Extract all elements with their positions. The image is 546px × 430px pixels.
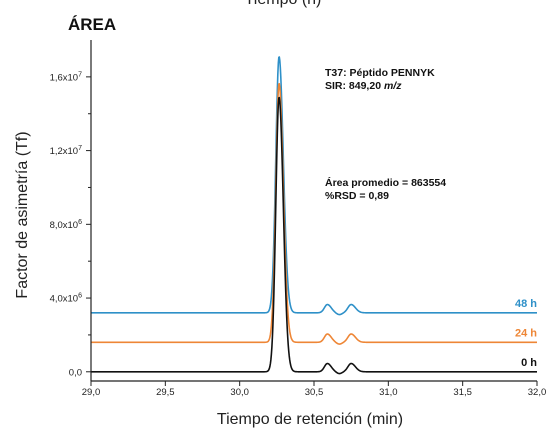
series-label: 48 h xyxy=(515,298,537,310)
y-tick-label: 0,0 xyxy=(69,367,82,378)
y-tick-label: 1,2x107 xyxy=(50,145,83,157)
series-labels: 48 h 24 h 0 h xyxy=(515,298,537,369)
x-tick-label: 31,5 xyxy=(453,387,472,398)
chart-title: ÁREA xyxy=(68,15,116,34)
top-clipped-label: Tiempo (h) xyxy=(245,0,322,8)
series-line xyxy=(90,96,538,375)
x-tick-label: 32,0 xyxy=(528,387,546,398)
y-axis-label: Factor de asimetría (Tf) xyxy=(14,131,31,298)
x-tick-label: 31,0 xyxy=(379,387,398,398)
series-line xyxy=(90,82,538,345)
series-label: 24 h xyxy=(515,327,537,339)
x-tick-label: 29,0 xyxy=(82,387,101,398)
x-ticks: 29,0 29,5 30,0 30,5 31,0 31,5 32,0 xyxy=(82,381,546,398)
y-ticks: 0,0 4,0x106 8,0x106 1,2x107 1,6x107 xyxy=(50,71,91,378)
series-label: 0 h xyxy=(521,357,537,369)
x-tick-label: 30,0 xyxy=(230,387,249,398)
y-tick-label: 1,6x107 xyxy=(50,71,83,83)
peptide-annotation-sir: SIR: 849,20 xyxy=(325,80,384,92)
peptide-annotation-line1: T37: Péptido PENNYK xyxy=(325,67,435,79)
x-axis-label: Tiempo de retención (min) xyxy=(217,411,403,428)
x-tick-label: 30,5 xyxy=(305,387,324,398)
series-layer xyxy=(90,56,538,375)
y-tick-label: 8,0x106 xyxy=(50,219,83,231)
peptide-annotation-line2: SIR: 849,20 m/z xyxy=(325,80,402,92)
x-tick-label: 29,5 xyxy=(156,387,175,398)
series-line xyxy=(90,56,538,316)
y-tick-label: 4,0x106 xyxy=(50,293,83,305)
stats-annotation-line1: Área promedio = 863554 xyxy=(325,176,446,189)
peptide-annotation-mz: m/z xyxy=(384,80,402,92)
stats-annotation-line2: %RSD = 0,89 xyxy=(325,190,389,202)
